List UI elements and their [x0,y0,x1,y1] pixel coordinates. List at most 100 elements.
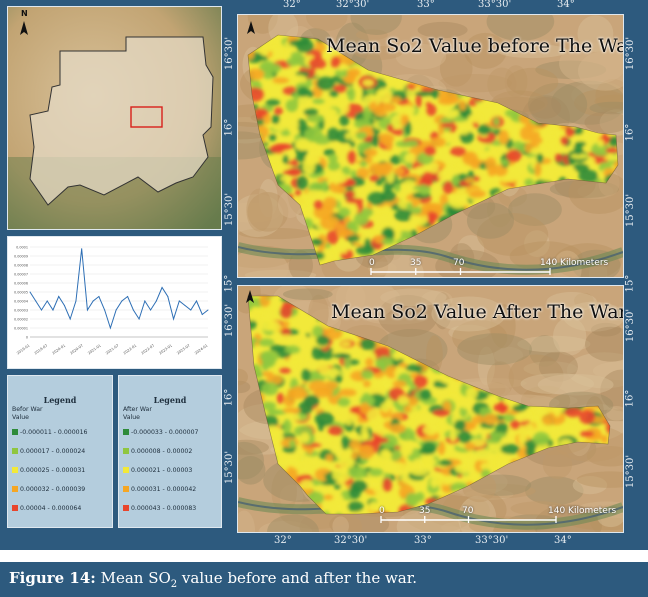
study-area-box [130,106,163,128]
data-point [138,318,140,320]
lon-label: 33°30' [475,535,509,546]
legend-swatch [12,429,18,435]
data-point [190,309,192,311]
y-tick-label: 0.00002 [14,318,28,322]
map-before-war: Mean So2 Value before The War 0 35 70 14… [237,14,624,278]
lon-label: 32°30' [334,535,368,546]
lon-label: 32° [274,535,292,546]
lon-label: 32°30' [336,0,370,10]
data-point [144,300,146,302]
map-title: Mean So2 Value After The War [331,301,624,323]
scale-label: 35 [419,506,431,516]
data-point [81,248,83,250]
caption-text-a: Mean SO [95,569,171,587]
legend-class-label: 0.000031 - 0.000042 [131,486,197,493]
legend-class: 0.00004 - 0.000064 [12,504,112,513]
legend-swatch [12,467,18,473]
x-tick-label: 2022-07 [141,344,156,356]
map-after-war-svg [238,286,623,532]
lon-label: 34° [557,0,575,10]
inset-map-svg [8,7,221,229]
map-before-war-svg [238,15,623,277]
legend-title: Legend [153,395,187,405]
legend-class: 0.000017 - 0.000024 [12,447,112,456]
legend-class: 0.000021 - 0.00003 [123,466,221,475]
data-point [98,296,100,297]
data-point [63,305,65,306]
x-tick-label: 2023-01 [158,344,173,356]
legend-class: 0.000032 - 0.000039 [12,485,112,494]
lat-label: 16°30' [625,308,637,343]
data-point [115,309,117,311]
legend-class: 0.000008 - 0.00002 [123,447,221,456]
lat-label: 15°30' [625,454,637,489]
poster-background: N 0.0001 0.00009 0.00008 0.00007 0.00006 0.00… [0,0,648,550]
data-point [207,309,209,311]
y-tick-label: 0.0001 [16,246,28,250]
scale-bar [370,268,551,275]
scale-label: 70 [462,506,474,516]
legend-class-label: 0.000032 - 0.000039 [20,486,86,493]
x-tick-label: 2020-01 [52,344,67,356]
data-point [104,309,106,311]
data-point [29,291,31,293]
legend-class: 0.000031 - 0.000042 [123,485,221,494]
legend-swatch [123,505,129,511]
north-arrow-icon [247,21,255,34]
lat-label: 15° [223,274,235,293]
scale-bar [380,516,557,523]
x-tick-label: 2019-07 [34,344,49,356]
lat-label: 16° [624,123,636,142]
y-tick-label: 0 [26,336,28,340]
data-point [196,300,198,302]
legend-swatch [12,505,18,511]
data-point [46,300,48,302]
legend-class: -0.000011 - 0.000016 [12,428,112,437]
scale-label: 0 [369,258,375,268]
data-point [121,300,123,302]
data-point [40,309,42,311]
map-after-war: Mean So2 Value After The War 0 35 70 140… [237,285,624,533]
data-point [109,327,111,329]
data-point [58,296,60,297]
scale-label: 140 Kilometers [548,506,617,516]
legend-class-label: 0.000021 - 0.00003 [131,467,193,474]
x-tick-label: 2021-01 [87,344,102,356]
lon-label: 34° [554,535,572,546]
legend-value-label: Value [123,414,140,421]
legend-swatch [123,486,129,492]
north-arrow-icon [246,290,254,303]
lat-label: 15°30' [224,450,236,485]
data-point [92,300,94,302]
sudan-boundary [29,36,214,206]
legend-class: -0.000033 - 0.000007 [123,428,221,437]
legend-after-war: Legend After War Value -0.000033 - 0.000… [118,375,222,528]
y-tick-label: 0.00005 [14,291,28,295]
legend-class-label: 0.000008 - 0.00002 [131,448,193,455]
data-point [178,300,180,302]
scale-label: 70 [453,258,465,268]
legend-class: 0.000025 - 0.000031 [12,466,112,475]
lat-label: 16°30' [625,36,637,71]
legend-swatch [123,429,129,435]
lat-label: 16° [624,389,636,408]
series-line [29,248,209,330]
legend-swatch [123,448,129,454]
data-point [155,300,157,302]
legend-swatch [12,486,18,492]
data-point [173,318,175,320]
y-tick-label: 0.00009 [14,255,28,259]
legend-title: Legend [43,395,77,405]
lat-label: 16°30' [224,36,236,71]
lon-label: 33° [414,535,432,546]
x-tick-label: 2024-01 [194,344,209,356]
lat-label: 15°30' [625,193,637,228]
y-tick-label: 0.00003 [14,309,28,313]
data-point [150,309,152,311]
scale-label: 140 Kilometers [540,258,609,268]
x-tick-label: 2019-01 [16,344,31,356]
legend-class: 0.000043 - 0.000083 [123,504,221,513]
data-point [132,309,134,311]
data-point [52,309,54,311]
